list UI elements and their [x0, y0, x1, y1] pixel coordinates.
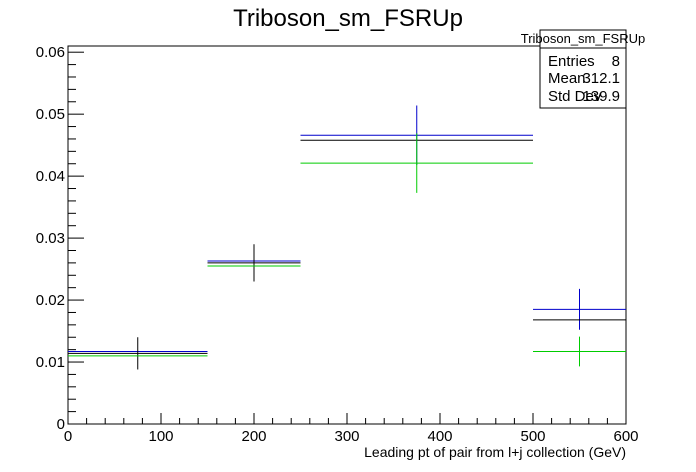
y-tick-label: 0.02 — [36, 292, 65, 309]
x-tick-label: 100 — [148, 428, 173, 445]
stats-box-title: Triboson_sm_FSRUp — [521, 31, 646, 46]
stat-mean-label: Mean — [548, 70, 586, 87]
stats-box-frame — [539, 29, 627, 109]
y-tick-label: 0.06 — [36, 44, 65, 61]
y-tick-label: 0 — [57, 416, 65, 433]
x-axis: 0 100 200 300 400 500 600 — [64, 413, 639, 445]
y-tick-label: 0.05 — [36, 106, 65, 123]
stat-entries-value: 8 — [612, 53, 620, 70]
y-tick-label: 0.03 — [36, 230, 65, 247]
stat-mean-value: 312.1 — [582, 70, 620, 87]
x-tick-label: 400 — [427, 428, 452, 445]
x-tick-label: 500 — [520, 428, 545, 445]
stat-stddev-label: Std Dev — [548, 88, 602, 105]
series-2 — [68, 133, 626, 367]
stat-stddev-value: 139.9 — [582, 88, 620, 105]
x-axis-title: Leading pt of pair from l+j collection (… — [364, 444, 626, 460]
stat-entries-label: Entries — [548, 53, 595, 70]
series-0 — [68, 105, 626, 352]
x-tick-label: 600 — [613, 428, 638, 445]
x-tick-label: 200 — [241, 428, 266, 445]
stats-box: Triboson_sm_FSRUp Entries 8 Mean 312.1 S… — [521, 29, 646, 109]
x-tick-label: 0 — [64, 428, 72, 445]
series-layer — [68, 105, 626, 370]
y-tick-label: 0.04 — [36, 168, 65, 185]
x-tick-label: 300 — [334, 428, 359, 445]
y-axis: 0 0.01 0.02 0.03 0.04 0.05 0.06 — [36, 44, 84, 433]
y-tick-label: 0.01 — [36, 354, 65, 371]
chart-title: Triboson_sm_FSRUp — [233, 5, 463, 32]
series-1 — [68, 139, 626, 370]
